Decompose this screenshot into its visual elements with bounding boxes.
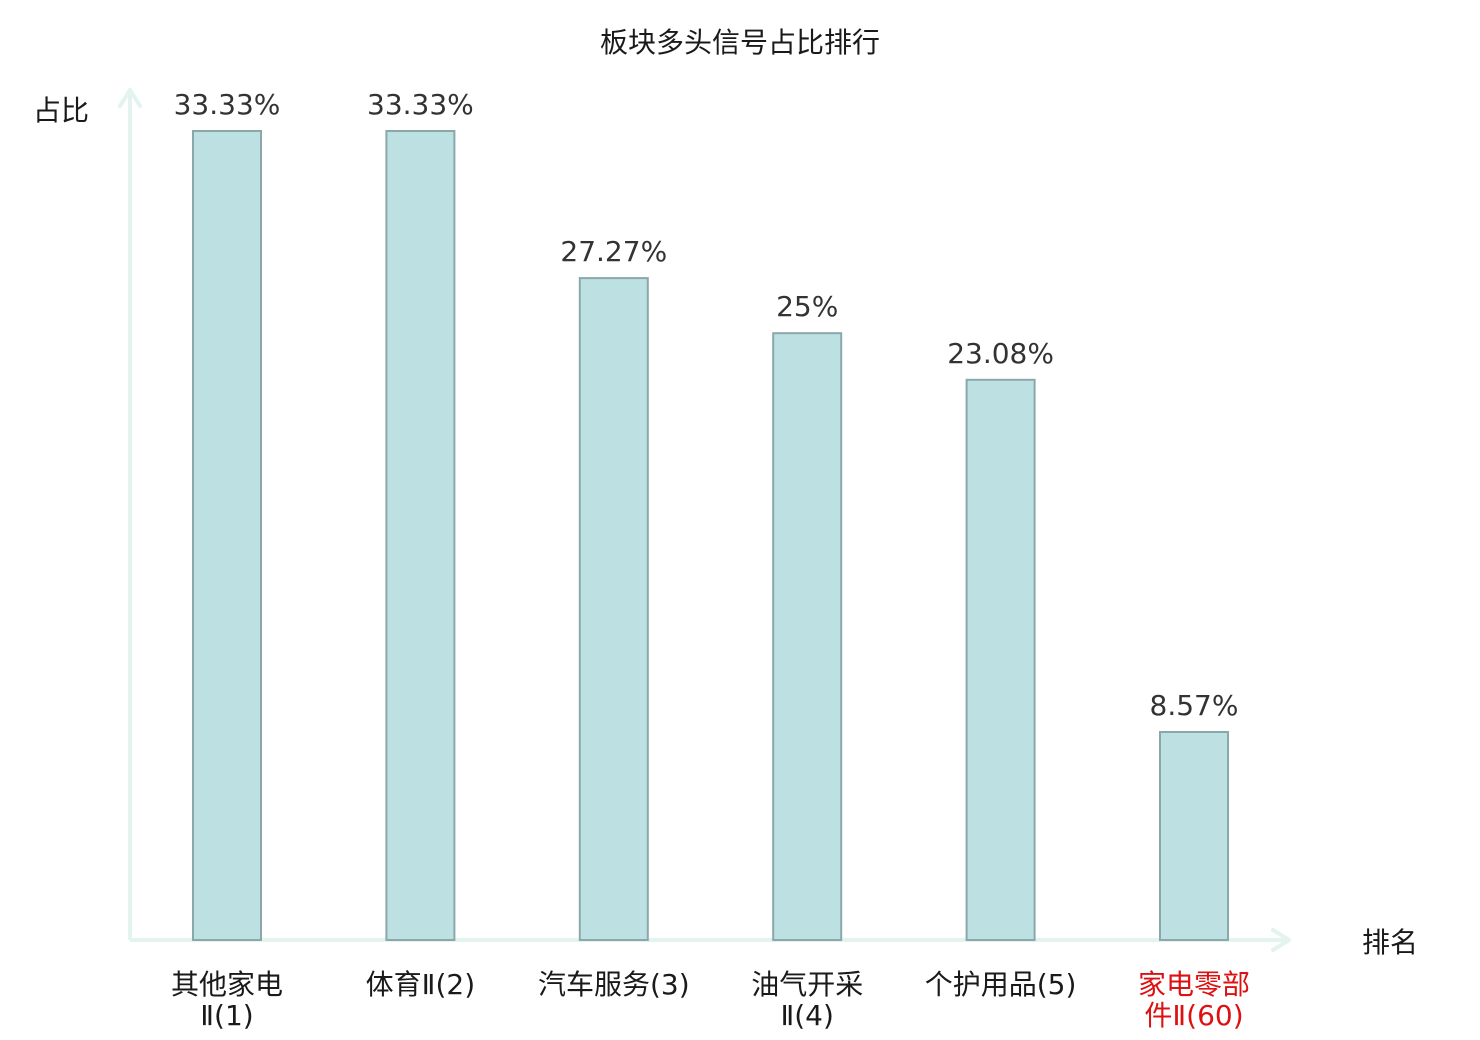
bar: [385, 130, 456, 941]
bar-value-label: 33.33%: [367, 88, 474, 121]
x-tick-label: 家电零部: [1138, 968, 1250, 1001]
bar: [965, 378, 1036, 941]
x-tick-label: Ⅱ(4): [780, 999, 833, 1032]
x-tick-label: Ⅱ(1): [200, 999, 253, 1032]
bar-value-label: 25%: [776, 290, 838, 323]
x-tick-label: 个护用品(5): [925, 968, 1077, 1001]
x-tick-label: 其他家电: [171, 968, 283, 1001]
bar-value-label: 23.08%: [947, 337, 1054, 370]
chart-title: 板块多头信号占比排行: [600, 26, 880, 59]
bar-value-label: 27.27%: [560, 235, 667, 268]
x-axis-arrow-icon: [1271, 928, 1291, 952]
x-tick-label: 油气开采: [751, 968, 863, 1001]
bar: [578, 277, 649, 942]
x-tick-label: 件Ⅱ(60): [1144, 999, 1243, 1032]
y-axis-arrow-icon: [118, 88, 142, 108]
bar-value-label: 33.33%: [174, 88, 281, 121]
bar: [772, 332, 843, 941]
bar: [1159, 731, 1229, 941]
bar: [192, 130, 262, 941]
x-axis-label: 排名: [1362, 926, 1418, 959]
y-axis-label: 占比: [33, 94, 89, 127]
x-tick-label: 体育Ⅱ(2): [366, 968, 475, 1001]
bar-value-label: 8.57%: [1150, 689, 1239, 722]
x-tick-label: 汽车服务(3): [538, 968, 690, 1001]
